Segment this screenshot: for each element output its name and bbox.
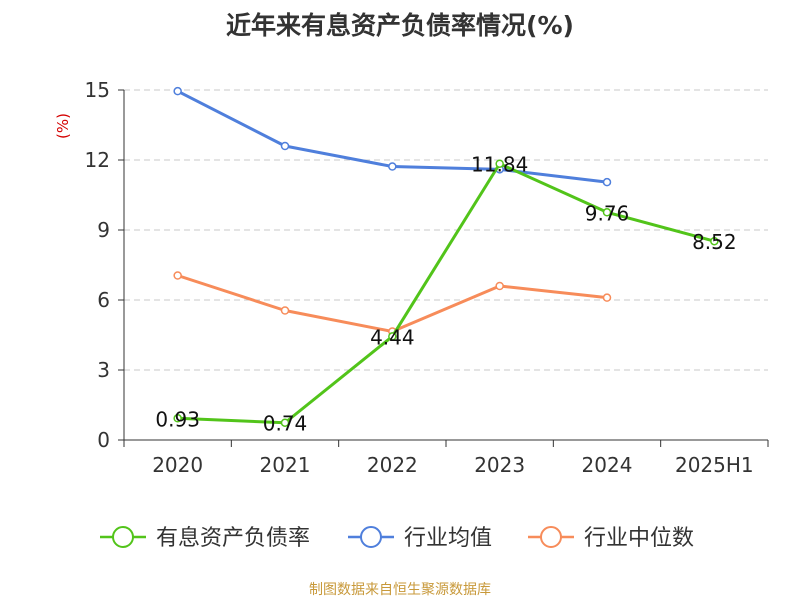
legend-item-0[interactable]: 有息资产负债率 <box>100 526 310 551</box>
y-axis-label: (%) <box>54 113 72 139</box>
legend-label: 行业均值 <box>404 526 492 551</box>
grid-lines <box>124 89 768 371</box>
data-label: 11.84 <box>471 153 528 177</box>
data-point <box>388 332 397 341</box>
data-point <box>710 236 719 246</box>
legend-marker <box>360 526 382 548</box>
data-labels: 0.93 0.74 4.44 11.84 9.76 8.52 <box>155 153 736 436</box>
data-point <box>173 414 182 423</box>
series-line-2 <box>177 274 608 333</box>
legend-label: 有息资产负债率 <box>156 526 310 551</box>
legend-marker <box>112 526 134 548</box>
data-point <box>280 306 290 315</box>
legend: 有息资产负债率 行业均值 行业中位数 <box>100 526 694 551</box>
series-group <box>173 86 719 427</box>
data-point <box>602 293 612 302</box>
data-label: 0.93 <box>155 407 200 431</box>
data-label: 0.74 <box>263 412 308 436</box>
y-tick-label: 15 <box>85 78 110 102</box>
data-point <box>173 86 182 96</box>
x-tick-label: 2024 <box>582 453 633 477</box>
x-tick-label: 2020 <box>152 453 203 477</box>
data-point <box>280 141 290 151</box>
axes: 0 3 6 9 12 15 2020 2021 2022 2023 2024 2025H1 <box>85 78 769 477</box>
data-point <box>602 177 612 187</box>
y-tick-label: 12 <box>85 148 110 172</box>
y-tick-label: 0 <box>97 428 110 452</box>
data-point <box>495 281 504 291</box>
legend-label: 行业中位数 <box>584 526 694 551</box>
data-label: 4.44 <box>370 325 415 349</box>
y-tick-label: 6 <box>97 288 110 312</box>
y-tick-label: 9 <box>97 218 110 242</box>
data-label: 8.52 <box>692 230 737 254</box>
series-line-0 <box>177 162 715 425</box>
data-point <box>602 208 612 217</box>
data-point <box>173 271 182 280</box>
data-point <box>388 162 397 171</box>
data-label: 9.76 <box>585 201 630 225</box>
data-point <box>280 418 290 427</box>
data-point <box>495 159 504 168</box>
chart-title: 近年来有息资产负债率情况(%) <box>226 11 574 40</box>
y-tick-label: 3 <box>97 358 110 382</box>
x-tick-label: 2025H1 <box>675 453 754 477</box>
legend-item-1[interactable]: 行业均值 <box>348 526 492 551</box>
source-note: 制图数据来自恒生聚源数据库 <box>309 582 491 598</box>
x-tick-label: 2021 <box>260 453 311 477</box>
x-tick-label: 2023 <box>474 453 525 477</box>
legend-item-2[interactable]: 行业中位数 <box>528 526 694 551</box>
x-tick-label: 2022 <box>367 453 418 477</box>
legend-marker <box>540 526 562 548</box>
